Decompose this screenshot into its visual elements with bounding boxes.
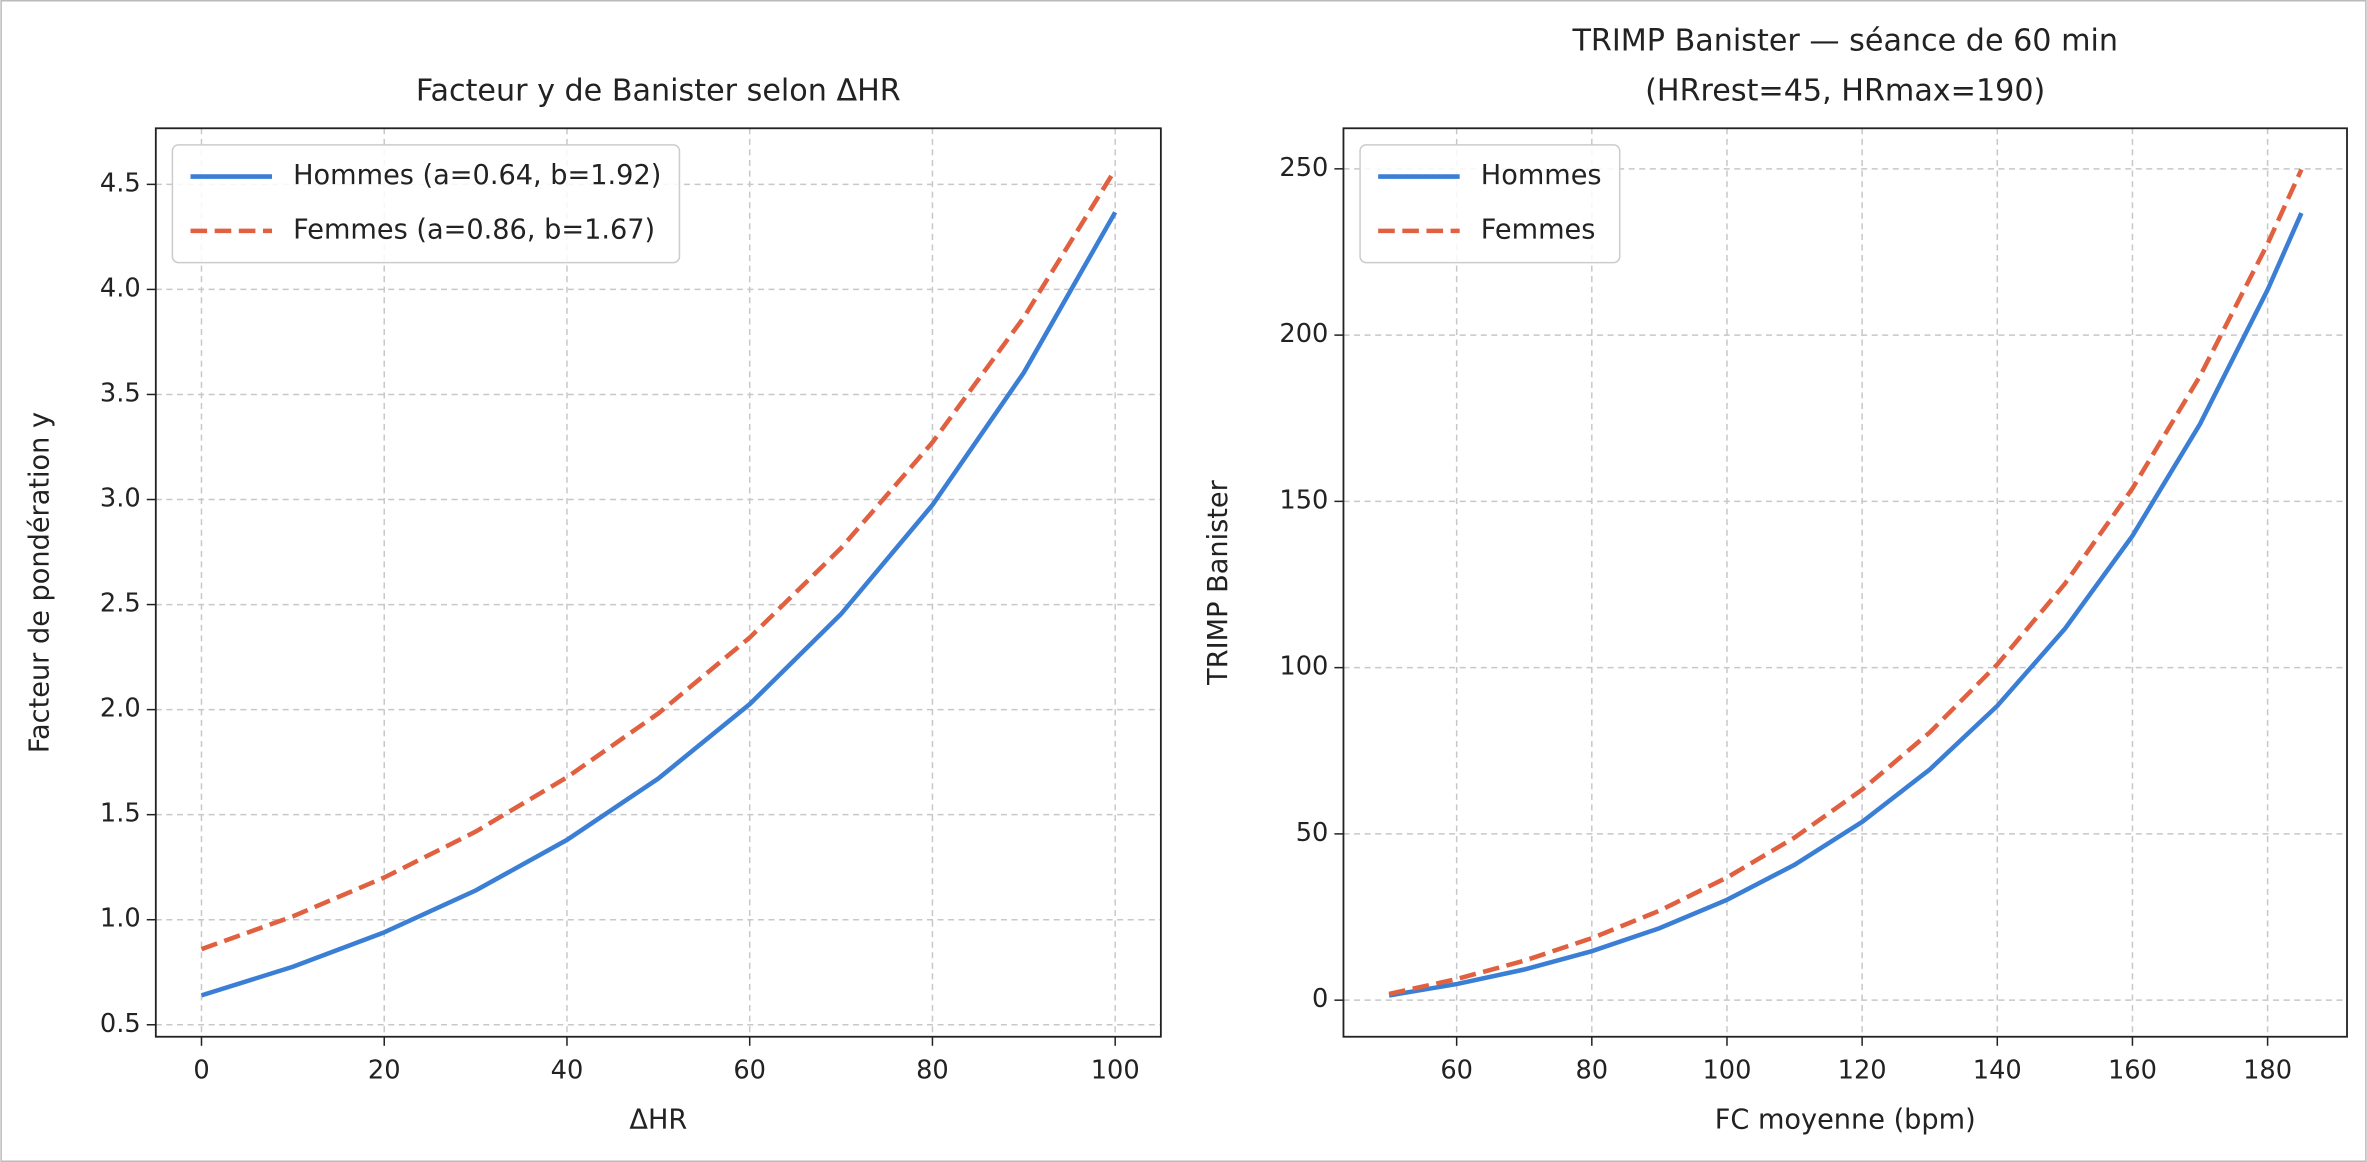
x-axis-label: ΔHR (629, 1105, 687, 1136)
y-tick-label: 2.0 (100, 694, 141, 724)
x-tick-label: 100 (1702, 1055, 1751, 1085)
chart: 60 80 100 120 140 160 180 0 50 100 150 200 250 TRIMP … (1203, 24, 2348, 1136)
y-tick-label: 100 (1279, 652, 1328, 682)
legend-frame (171, 144, 681, 264)
y-tick-label: 4.0 (100, 273, 141, 303)
y-tick-label: 4.5 (100, 168, 141, 198)
x-tick-label: 180 (2243, 1055, 2292, 1085)
series-line (1388, 212, 2304, 998)
legend-label: Hommes (1481, 160, 1602, 191)
y-tick-label: 1.5 (100, 799, 141, 829)
x-tick-label: 40 (551, 1055, 584, 1085)
chart-title: Facteur y de Banister selon ΔHR (416, 74, 901, 109)
y-tick-label: 150 (1279, 485, 1328, 515)
y-tick-label: 0 (1312, 984, 1328, 1014)
y-tick-label: 0.5 (100, 1009, 141, 1039)
y-tick-label: 1.0 (100, 904, 141, 934)
y-tick-label: 250 (1279, 153, 1328, 183)
x-tick-label: 80 (1575, 1055, 1608, 1085)
chart-title: TRIMP Banister — séance de 60 min (1571, 24, 2118, 59)
x-axis-label: FC moyenne (bpm) (1715, 1105, 1976, 1136)
x-tick-label: 20 (368, 1055, 401, 1085)
legend-label: Femmes (1481, 214, 1596, 245)
y-tick-label: 200 (1279, 319, 1328, 349)
legend-label: Hommes (a=0.64, b=1.92) (293, 160, 661, 191)
series-line (200, 168, 1118, 952)
x-tick-label: 120 (1838, 1055, 1887, 1085)
y-tick-label: 2.5 (100, 589, 141, 619)
x-tick-label: 160 (2108, 1055, 2157, 1085)
x-tick-label: 140 (1973, 1055, 2022, 1085)
plot-frame (154, 127, 1162, 1038)
series-line (1388, 168, 2304, 997)
x-tick-label: 100 (1091, 1055, 1140, 1085)
x-tick-label: 80 (916, 1055, 949, 1085)
y-tick-label: 50 (1296, 818, 1329, 848)
chart: 0 20 40 60 80 100 0.5 1.0 1.5 2.0 2.5 3.0 3.5 4.0 4.5 F… (25, 74, 1162, 1136)
chart-subtitle: (HRrest=45, HRmax=190) (1645, 74, 2045, 109)
y-axis-label: TRIMP Banister (1203, 479, 1234, 685)
plot-frame (1342, 127, 2348, 1038)
legend: Hommes (a=0.64, b=1.92) Femmes (a=0.86, b… (171, 144, 681, 264)
x-tick-label: 60 (733, 1055, 766, 1085)
series-line (200, 211, 1118, 998)
y-tick-label: 3.5 (100, 378, 141, 408)
x-tick-label: 0 (193, 1055, 209, 1085)
legend-label: Femmes (a=0.86, b=1.67) (293, 214, 655, 245)
legend: Hommes Femmes (1359, 144, 1621, 264)
y-tick-label: 3.0 (100, 484, 141, 514)
x-tick-label: 60 (1440, 1055, 1473, 1085)
y-axis-label: Facteur de pondération y (25, 412, 56, 753)
